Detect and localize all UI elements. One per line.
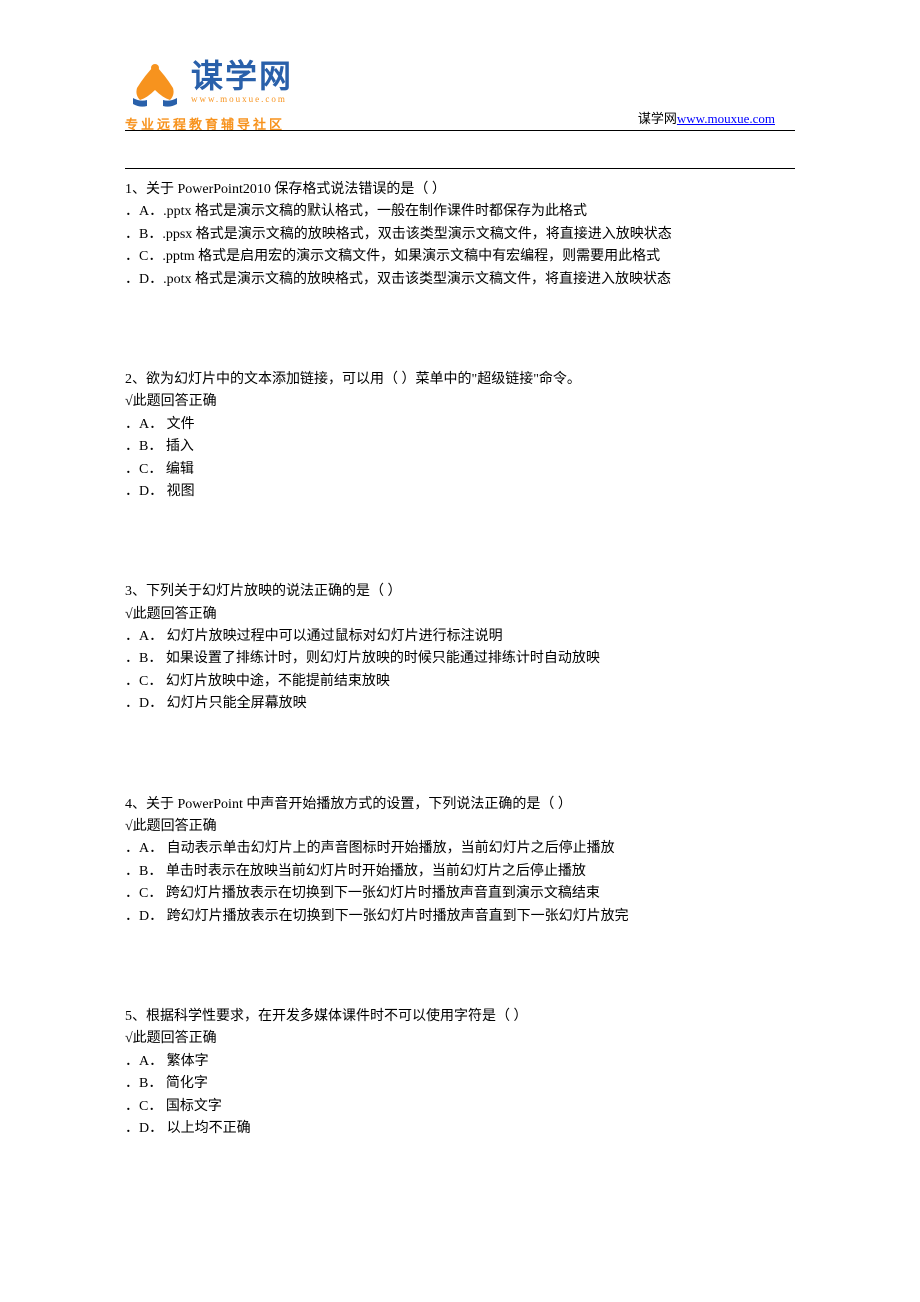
document-content: 1、关于 PowerPoint2010 保存格式说法错误的是（ ）．A．.ppt…: [0, 140, 920, 1140]
question-block: 1、关于 PowerPoint2010 保存格式说法错误的是（ ）．A．.ppt…: [125, 179, 795, 291]
site-link: 谋学网www.mouxue.com: [638, 108, 775, 127]
question-option: ．B． 单击时表示在放映当前幻灯片时开始播放，当前幻灯片之后停止播放: [125, 861, 795, 883]
question-block: 2、欲为幻灯片中的文本添加链接，可以用（ ）菜单中的"超级链接"命令。√此题回答…: [125, 369, 795, 503]
question-option: ．D． 视图: [125, 481, 795, 503]
question-text: 4、关于 PowerPoint 中声音开始播放方式的设置，下列说法正确的是（ ）: [125, 794, 795, 816]
question-option: ．A． 繁体字: [125, 1051, 795, 1073]
content-top-divider: [125, 168, 795, 169]
question-option: ．C． 跨幻灯片播放表示在切换到下一张幻灯片时播放声音直到演示文稿结束: [125, 883, 795, 905]
question-option: ．B．.ppsx 格式是演示文稿的放映格式，双击该类型演示文稿文件，将直接进入放…: [125, 224, 795, 246]
logo-container: 谋学网 www.mouxue.com: [125, 60, 920, 108]
logo-text-container: 谋学网 www.mouxue.com: [191, 60, 293, 104]
site-link-text: 谋学网: [638, 111, 677, 126]
question-option: ．A． 文件: [125, 414, 795, 436]
question-option: ．A．.pptx 格式是演示文稿的默认格式，一般在制作课件时都保存为此格式: [125, 201, 795, 223]
question-option: ．A． 自动表示单击幻灯片上的声音图标时开始播放，当前幻灯片之后停止播放: [125, 838, 795, 860]
question-option: ．D． 幻灯片只能全屏幕放映: [125, 693, 795, 715]
question-option: ．C． 幻灯片放映中途，不能提前结束放映: [125, 671, 795, 693]
question-block: 3、下列关于幻灯片放映的说法正确的是（ ）√此题回答正确．A． 幻灯片放映过程中…: [125, 581, 795, 715]
question-option: ．B． 插入: [125, 436, 795, 458]
question-text: 5、根据科学性要求，在开发多媒体课件时不可以使用字符是（ ）: [125, 1006, 795, 1028]
question-option: ．D． 以上均不正确: [125, 1118, 795, 1140]
header-divider: [125, 130, 795, 131]
question-option: ．C．.pptm 格式是启用宏的演示文稿文件，如果演示文稿中有宏编程，则需要用此…: [125, 246, 795, 268]
answer-correct-label: √此题回答正确: [125, 816, 795, 838]
answer-correct-label: √此题回答正确: [125, 604, 795, 626]
question-option: ．D． 跨幻灯片播放表示在切换到下一张幻灯片时播放声音直到下一张幻灯片放完: [125, 906, 795, 928]
question-option: ．B． 简化字: [125, 1073, 795, 1095]
question-block: 4、关于 PowerPoint 中声音开始播放方式的设置，下列说法正确的是（ ）…: [125, 794, 795, 928]
question-block: 5、根据科学性要求，在开发多媒体课件时不可以使用字符是（ ）√此题回答正确．A．…: [125, 1006, 795, 1140]
question-text: 1、关于 PowerPoint2010 保存格式说法错误的是（ ）: [125, 179, 795, 201]
question-option: ．C． 国标文字: [125, 1096, 795, 1118]
document-header: 谋学网 www.mouxue.com 专业远程教育辅导社区 谋学网www.mou…: [0, 0, 920, 140]
logo-main-text: 谋学网: [191, 60, 293, 92]
question-text: 2、欲为幻灯片中的文本添加链接，可以用（ ）菜单中的"超级链接"命令。: [125, 369, 795, 391]
question-option: ．B． 如果设置了排练计时，则幻灯片放映的时候只能通过排练计时自动放映: [125, 648, 795, 670]
question-text: 3、下列关于幻灯片放映的说法正确的是（ ）: [125, 581, 795, 603]
logo-icon: [125, 60, 185, 108]
site-link-url[interactable]: www.mouxue.com: [677, 111, 775, 126]
question-option: ．A． 幻灯片放映过程中可以通过鼠标对幻灯片进行标注说明: [125, 626, 795, 648]
question-option: ．D．.potx 格式是演示文稿的放映格式，双击该类型演示文稿文件，将直接进入放…: [125, 269, 795, 291]
answer-correct-label: √此题回答正确: [125, 391, 795, 413]
logo-sub-text: www.mouxue.com: [191, 94, 293, 104]
question-option: ．C． 编辑: [125, 459, 795, 481]
answer-correct-label: √此题回答正确: [125, 1028, 795, 1050]
questions-container: 1、关于 PowerPoint2010 保存格式说法错误的是（ ）．A．.ppt…: [125, 179, 795, 1140]
